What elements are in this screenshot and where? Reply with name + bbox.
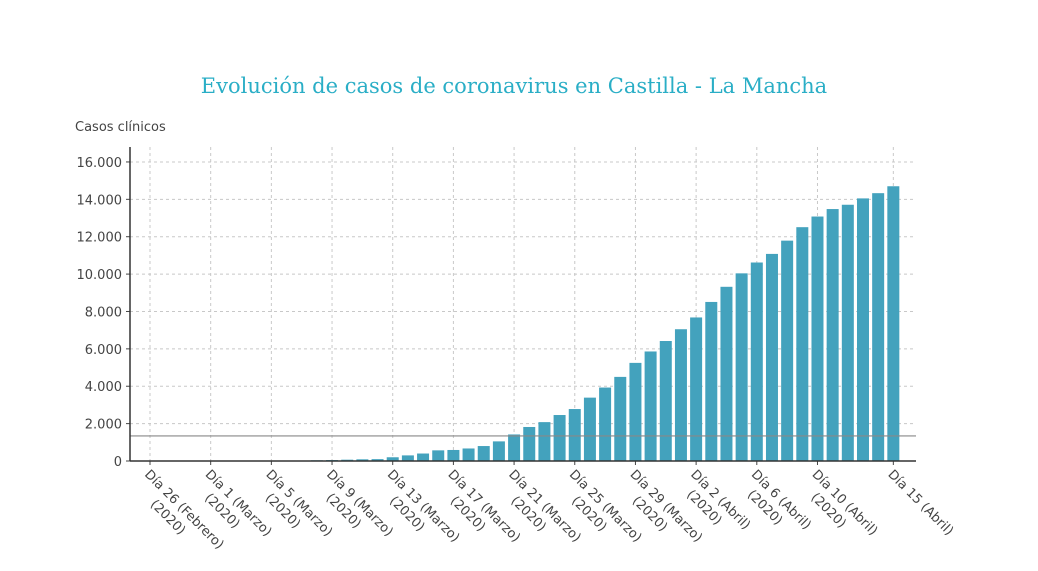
- bar: [614, 376, 627, 461]
- bar: [492, 441, 505, 461]
- bar: [750, 262, 763, 461]
- bar: [856, 198, 869, 461]
- y-tick-label: 10.000: [77, 268, 123, 283]
- bar: [796, 227, 809, 461]
- bar: [447, 449, 460, 461]
- y-axis-title: Casos clínicos: [75, 120, 166, 135]
- bar: [674, 329, 687, 461]
- bar: [659, 341, 672, 461]
- bar: [887, 186, 900, 461]
- bar: [599, 387, 612, 461]
- bar: [538, 422, 551, 461]
- y-tick-label: 12.000: [77, 231, 123, 246]
- y-tick-label: 2.000: [85, 418, 122, 433]
- y-tick-label: 8.000: [85, 305, 122, 320]
- bar: [690, 317, 703, 461]
- bar: [568, 409, 581, 461]
- x-tick-label: Día 10 (Abril)(2020): [808, 467, 881, 539]
- y-tick-label: 16.000: [77, 156, 123, 171]
- bar: [720, 286, 733, 461]
- bar: [781, 240, 794, 461]
- bar: [432, 450, 445, 461]
- y-tick-label: 0: [114, 455, 122, 470]
- y-tick-label: 14.000: [77, 193, 123, 208]
- bar: [477, 446, 490, 461]
- bar: [401, 455, 414, 461]
- x-tick-label-line: Día 15 (Abril): [885, 467, 957, 539]
- bar: [462, 448, 475, 461]
- bar: [826, 209, 839, 461]
- x-tick-label: Día 6 (Abril)(2020): [744, 467, 814, 533]
- bar: [371, 459, 384, 461]
- y-tick-label: 6.000: [85, 343, 122, 358]
- bar: [508, 434, 521, 461]
- bar: [356, 459, 369, 461]
- bar: [872, 193, 885, 462]
- bar: [629, 362, 642, 461]
- bar: [841, 204, 854, 461]
- chart-title: Evolución de casos de coronavirus en Cas…: [201, 74, 827, 98]
- bar: [583, 397, 596, 461]
- bar: [735, 273, 748, 461]
- bar: [811, 216, 824, 461]
- bar: [553, 415, 566, 461]
- bar: [523, 426, 536, 461]
- y-tick-label: 4.000: [85, 380, 122, 395]
- x-tick-label: Día 15 (Abril): [885, 467, 957, 539]
- bar: [705, 301, 718, 461]
- bar: [386, 457, 399, 461]
- bar: [765, 253, 778, 461]
- bar: [417, 453, 430, 461]
- bar: [644, 351, 657, 461]
